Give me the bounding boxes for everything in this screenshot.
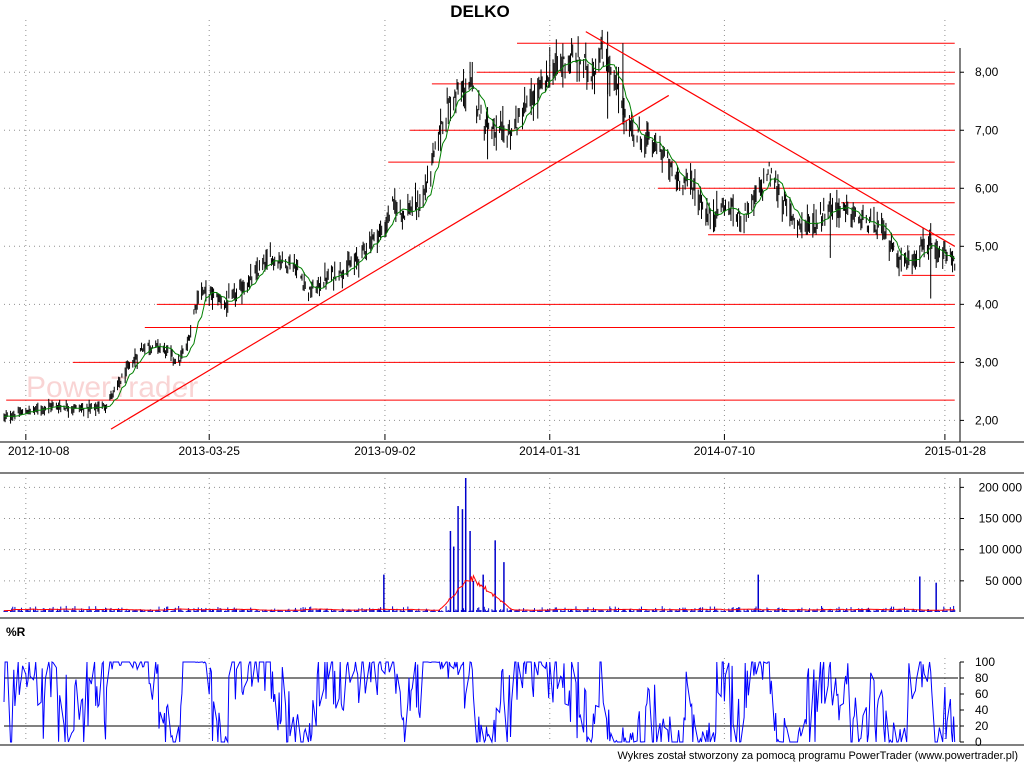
williams-r-tick-label: 60	[975, 687, 989, 701]
volume-grid	[4, 486, 958, 582]
footer-credit: Wykres został stworzony za pomocą progra…	[617, 750, 1018, 762]
williams-r-axis: 0 20 40 60 80 100	[959, 655, 995, 749]
price-tick-label: 6,00	[975, 181, 999, 195]
williams-r-line	[3, 660, 956, 744]
volume-tick-label: 50 000	[985, 574, 1022, 588]
price-tick-label: 8,00	[975, 65, 999, 79]
williams-r-tick-label: 20	[975, 719, 989, 733]
date-tick-label: 2014-07-10	[694, 444, 756, 458]
date-tick-label: 2013-09-02	[354, 444, 416, 458]
williams-r-line	[3, 660, 956, 744]
price-axis: 2,00 3,00 4,00 5,00 6,00 7,00 8,00	[959, 48, 999, 442]
williams-r-tick-label: 80	[975, 671, 989, 685]
price-bars	[3, 29, 956, 424]
chart-title: DELKO	[450, 2, 510, 21]
trend-lines	[110, 31, 956, 430]
price-tick-label: 7,00	[975, 123, 999, 137]
volume-bars	[3, 478, 956, 612]
price-tick-label: 2,00	[975, 413, 999, 427]
williams-r-tick-label: 0	[975, 735, 982, 749]
trend-line	[585, 31, 956, 247]
volume-tick-label: 200 000	[979, 480, 1023, 494]
volume-tick-label: 150 000	[979, 512, 1023, 526]
williams-r-tick-label: 100	[975, 655, 995, 669]
watermark-text: PowerTrader	[26, 371, 198, 404]
date-tick-label: 2014-01-31	[519, 444, 581, 458]
volume-average-line	[4, 574, 955, 612]
support-resistance-levels	[6, 42, 955, 401]
price-tick-label: 3,00	[975, 355, 999, 369]
trend-line	[110, 94, 670, 430]
volume-average	[4, 574, 955, 612]
date-axis: 2012-10-08 2013-03-25 2013-09-02 2014-01-31…	[8, 434, 986, 458]
moving-average	[3, 58, 956, 418]
watermark: PowerTrader	[26, 371, 198, 404]
volume-axis: 50 000 100 000 150 000 200 000	[959, 478, 1023, 612]
price-tick-label: 4,00	[975, 297, 999, 311]
williams-r-label: %R	[6, 625, 26, 639]
date-tick-label: 2013-03-25	[179, 444, 241, 458]
date-tick-label: 2012-10-08	[8, 444, 70, 458]
price-tick-label: 5,00	[975, 239, 999, 253]
williams-r-tick-label: 40	[975, 703, 989, 717]
date-tick-label: 2015-01-28	[925, 444, 987, 458]
volume-tick-label: 100 000	[979, 543, 1023, 557]
moving-average-line	[3, 58, 956, 418]
